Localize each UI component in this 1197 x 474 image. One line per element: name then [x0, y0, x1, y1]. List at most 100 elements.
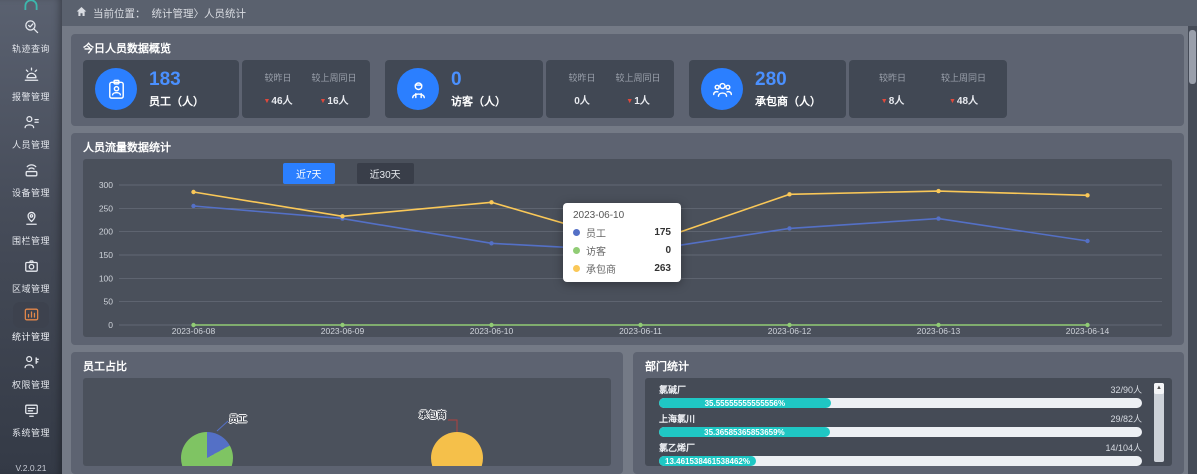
down-arrow-icon: ▼: [319, 98, 327, 105]
tooltip-rows: 员工 175 访客 0 承包商 263: [573, 225, 671, 276]
series-dot-icon: [573, 265, 580, 272]
scroll-up-button[interactable]: ▲: [1154, 383, 1164, 394]
main-area: 当前位置： 统计管理〉人员统计 今日人员数据概览 183 员工（人） 较昨日 ▼46人…: [62, 0, 1197, 474]
svg-text:2023-06-13: 2023-06-13: [917, 326, 961, 336]
dept-row-上海氯川: 上海氯川 29/82人 35.36585365853659%: [659, 412, 1142, 437]
sidebar-item-label: 权限管理: [11, 379, 50, 390]
svg-text:2023-06-11: 2023-06-11: [619, 326, 662, 336]
stat-card-group: 183 员工（人） 较昨日 ▼46人 较上周同日 ▼16人: [83, 60, 370, 118]
content: 今日人员数据概览 183 员工（人） 较昨日 ▼46人 较上周同日 ▼16人 0 访客（人） 较…: [62, 26, 1197, 474]
compare-card: 较昨日 ▼8人 较上周同日 ▼48人: [849, 60, 1007, 118]
down-arrow-icon: ▼: [880, 98, 888, 105]
stat-card: 0 访客（人）: [385, 60, 543, 118]
dept-scrollbar[interactable]: ▲: [1154, 383, 1164, 462]
chart-tooltip: 2023-06-10 员工 175 访客 0 承包商 263: [563, 203, 681, 282]
dept-panel: 部门统计 氯碱厂 32/90人 35.55555555555556% 上海氯川 29/8…: [633, 352, 1184, 474]
compare-label: 较上周同日: [615, 73, 661, 83]
dept-bar-track: 35.36585365853659%: [659, 427, 1142, 437]
pie-chart-left[interactable]: [181, 432, 233, 466]
svg-text:0: 0: [108, 320, 113, 330]
svg-text:2023-06-10: 2023-06-10: [470, 326, 514, 336]
stat-value: 280: [755, 68, 787, 90]
home-icon[interactable]: [76, 6, 87, 20]
stats-icon: [13, 301, 49, 328]
compare-label: 较上周同日: [940, 73, 986, 83]
stat-value: 0: [451, 68, 462, 90]
sidebar-item-系统管理[interactable]: 系统管理: [0, 394, 62, 442]
area-icon: [13, 254, 49, 280]
sidebar-item-区域管理[interactable]: 区域管理: [0, 250, 62, 298]
compare-col: 较上周同日 ▼16人: [311, 71, 357, 107]
compare-col: 较昨日 ▼46人: [255, 71, 301, 107]
stat-value: 183: [149, 68, 181, 90]
breadcrumb-path: 统计管理〉人员统计: [151, 7, 247, 20]
sidebar-item-label: 报警管理: [11, 91, 50, 102]
sidebar-item-报警管理[interactable]: 报警管理: [0, 58, 62, 106]
breadcrumb: 当前位置： 统计管理〉人员统计: [62, 0, 1197, 26]
breadcrumb-label: 当前位置：: [93, 7, 146, 20]
compare-col: 较昨日 ▼8人: [870, 71, 916, 107]
svg-text:200: 200: [99, 227, 113, 237]
tooltip-row: 员工 175: [573, 225, 671, 240]
compare-label: 较昨日: [568, 73, 596, 83]
compare-value: ▼1人: [626, 96, 650, 107]
svg-text:2023-06-14: 2023-06-14: [1066, 326, 1110, 336]
dept-bar-track: 35.55555555555556%: [659, 398, 1142, 408]
sidebar-item-权限管理[interactable]: 权限管理: [0, 346, 62, 394]
svg-text:2023-06-12: 2023-06-12: [768, 326, 812, 336]
sidebar-item-设备管理[interactable]: 设备管理: [0, 154, 62, 202]
sidebar-item-人员管理[interactable]: 人员管理: [0, 106, 62, 154]
dept-percent-label: 35.55555555555556%: [704, 398, 786, 408]
svg-text:300: 300: [99, 180, 113, 190]
compare-value: ▼16人: [319, 96, 349, 107]
tab-近7天[interactable]: 近7天: [283, 163, 335, 184]
dept-row-氯乙烯厂: 氯乙烯厂 14/104人 13.461538461538462%: [659, 441, 1142, 466]
svg-text:150: 150: [99, 250, 113, 260]
pie-chart-right[interactable]: [431, 432, 483, 466]
down-arrow-icon: ▼: [948, 98, 956, 105]
dept-panel-title: 部门统计: [645, 361, 689, 373]
flow-title: 人员流量数据统计: [83, 142, 171, 154]
compare-value: 0人: [574, 96, 590, 107]
sidebar-item-label: 系统管理: [11, 427, 50, 438]
pie-panel-title: 员工占比: [83, 361, 127, 373]
clipped-top-icon: [0, 0, 62, 10]
flow-chart-box: 近7天 近30天 0 50 100 150 200 250 300 2023-06-08 2023…: [83, 159, 1172, 337]
badge-icon: [95, 68, 137, 110]
track-icon: [13, 14, 49, 40]
overview-title: 今日人员数据概览: [83, 43, 171, 55]
system-icon: [13, 398, 49, 424]
compare-label: 较上周同日: [311, 73, 357, 83]
compare-card: 较昨日 0人 较上周同日 ▼1人: [546, 60, 674, 118]
sidebar-item-统计管理[interactable]: 统计管理: [0, 298, 62, 346]
sidebar-item-label: 区域管理: [11, 283, 50, 294]
visitor-icon: [397, 68, 439, 110]
group-icon: [701, 68, 743, 110]
dept-name: 上海氯川: [659, 414, 696, 424]
dept-chart-box: 氯碱厂 32/90人 35.55555555555556% 上海氯川 29/82人 35.…: [645, 378, 1172, 466]
dept-count: 29/82人: [1110, 414, 1142, 424]
compare-value: ▼48人: [948, 96, 979, 107]
range-tabs: 近7天 近30天: [283, 163, 414, 184]
dept-rows: 氯碱厂 32/90人 35.55555555555556% 上海氯川 29/82人 35.…: [659, 383, 1142, 466]
dept-bar-fill: 35.36585365853659%: [659, 427, 830, 437]
svg-text:250: 250: [99, 203, 113, 213]
pie-right-callout-label: 承包商: [419, 410, 447, 420]
down-arrow-icon: ▼: [263, 98, 271, 105]
sidebar-item-label: 轨迹查询: [11, 43, 50, 54]
pie-right-callout-line: [448, 419, 458, 432]
compare-label: 较昨日: [878, 73, 906, 83]
page-scrollbar-thumb[interactable]: [1189, 30, 1196, 84]
tab-近30天[interactable]: 近30天: [356, 163, 414, 184]
series-value: 175: [654, 227, 671, 238]
sidebar-item-label: 围栏管理: [11, 235, 50, 246]
sidebar-item-轨迹查询[interactable]: 轨迹查询: [0, 10, 62, 58]
app-version: V.2.0.21: [15, 463, 47, 473]
page-scrollbar[interactable]: [1188, 26, 1197, 474]
compare-value: ▼46人: [263, 96, 293, 107]
compare-card: 较昨日 ▼46人 较上周同日 ▼16人: [242, 60, 370, 118]
sidebar: 轨迹查询报警管理人员管理 设备管理围栏管理区域管理统计管理权限管理系统管理 V.2…: [0, 0, 62, 474]
sidebar-item-围栏管理[interactable]: 围栏管理: [0, 202, 62, 250]
bottom-row: 员工占比 员工 承包商 部门统计: [71, 352, 1184, 474]
svg-text:100: 100: [99, 273, 113, 283]
